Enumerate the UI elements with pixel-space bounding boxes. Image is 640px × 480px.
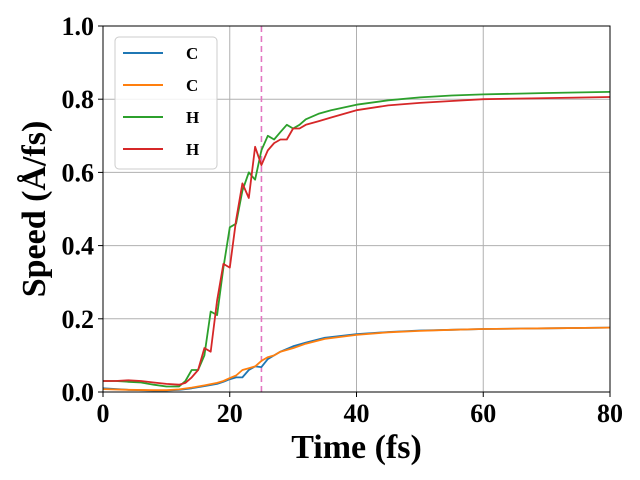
series-line-3 (103, 96, 611, 386)
y-tick-label: 0.0 (62, 378, 95, 407)
y-tick-label: 0.6 (62, 158, 95, 187)
y-axis-label: Speed (Å/fs) (16, 121, 53, 298)
series-layer (102, 91, 611, 392)
x-axis-label: Time (fs) (291, 429, 422, 466)
legend-box (114, 36, 218, 170)
y-tick-labels: 0.0 0.2 0.4 0.6 0.8 1.0 (62, 12, 95, 407)
y-tick-label: 0.4 (62, 232, 95, 261)
x-tick-label: 40 (344, 399, 370, 428)
x-tick-label: 0 (97, 399, 110, 428)
axis-ticks (98, 25, 611, 397)
x-tick-label: 80 (597, 399, 623, 428)
legend-label: C (186, 76, 198, 95)
x-tick-labels: 0 20 40 60 80 (97, 399, 624, 428)
y-tick-label: 1.0 (62, 12, 95, 41)
series-line-1 (102, 326, 611, 392)
legend-label: H (186, 108, 199, 127)
y-tick-label: 0.2 (62, 305, 95, 334)
x-tick-label: 60 (470, 399, 496, 428)
y-tick-label: 0.8 (62, 85, 95, 114)
legend-label: H (186, 140, 199, 159)
x-tick-label: 20 (217, 399, 243, 428)
legend-label: C (186, 44, 198, 63)
